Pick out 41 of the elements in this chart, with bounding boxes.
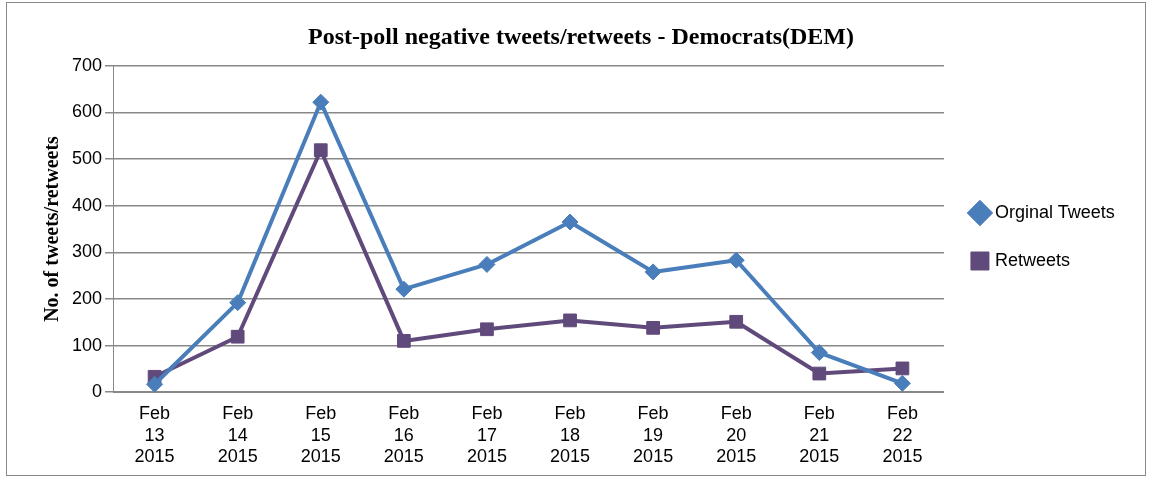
point: [563, 313, 577, 328]
y-axis-title: No. of tweets/retweets: [40, 135, 63, 322]
y-tick-label: 300: [71, 241, 103, 262]
point: [644, 263, 662, 281]
x-tick-label: Feb 14 2015: [217, 402, 258, 467]
point: [810, 344, 828, 362]
point: [727, 251, 745, 269]
point: [646, 320, 660, 335]
x-tick-label: Feb 16 2015: [383, 402, 424, 467]
point: [895, 361, 910, 376]
x-tick-label: Feb 20 2015: [716, 402, 757, 467]
point: [561, 213, 579, 231]
point: [812, 366, 827, 381]
point: [893, 374, 911, 392]
y-tick-label: 200: [71, 287, 103, 308]
x-tick-label: Feb 18 2015: [550, 402, 591, 467]
legend-label: Orginal Tweets: [994, 201, 1115, 222]
point: [229, 294, 247, 312]
y-tick-label: 100: [71, 334, 103, 355]
chart-title: Post-poll negative tweets/retweets - Democrats(DEM): [307, 22, 855, 49]
point: [313, 143, 328, 158]
point: [230, 329, 245, 344]
x-tick-label: Feb 22 2015: [882, 402, 923, 467]
y-tick-label: 0: [92, 381, 103, 402]
y-tick-label: 600: [71, 101, 103, 122]
point: [478, 255, 496, 273]
point: [395, 280, 413, 298]
point: [729, 314, 744, 329]
legend-label: Retweets: [994, 249, 1070, 270]
point: [480, 322, 494, 337]
point: [146, 375, 164, 393]
point: [312, 93, 330, 111]
x-tick-label: Feb 21 2015: [799, 402, 840, 467]
y-tick-label: 700: [71, 54, 103, 75]
x-tick-label: Feb 13 2015: [134, 402, 175, 467]
y-tick-label: 500: [71, 148, 103, 169]
y-tick-label: 400: [71, 194, 103, 215]
x-tick-label: Feb 15 2015: [300, 402, 341, 467]
x-tick-label: Feb 17 2015: [466, 402, 507, 467]
x-tick-label: Feb 19 2015: [633, 402, 674, 467]
point: [396, 334, 411, 348]
